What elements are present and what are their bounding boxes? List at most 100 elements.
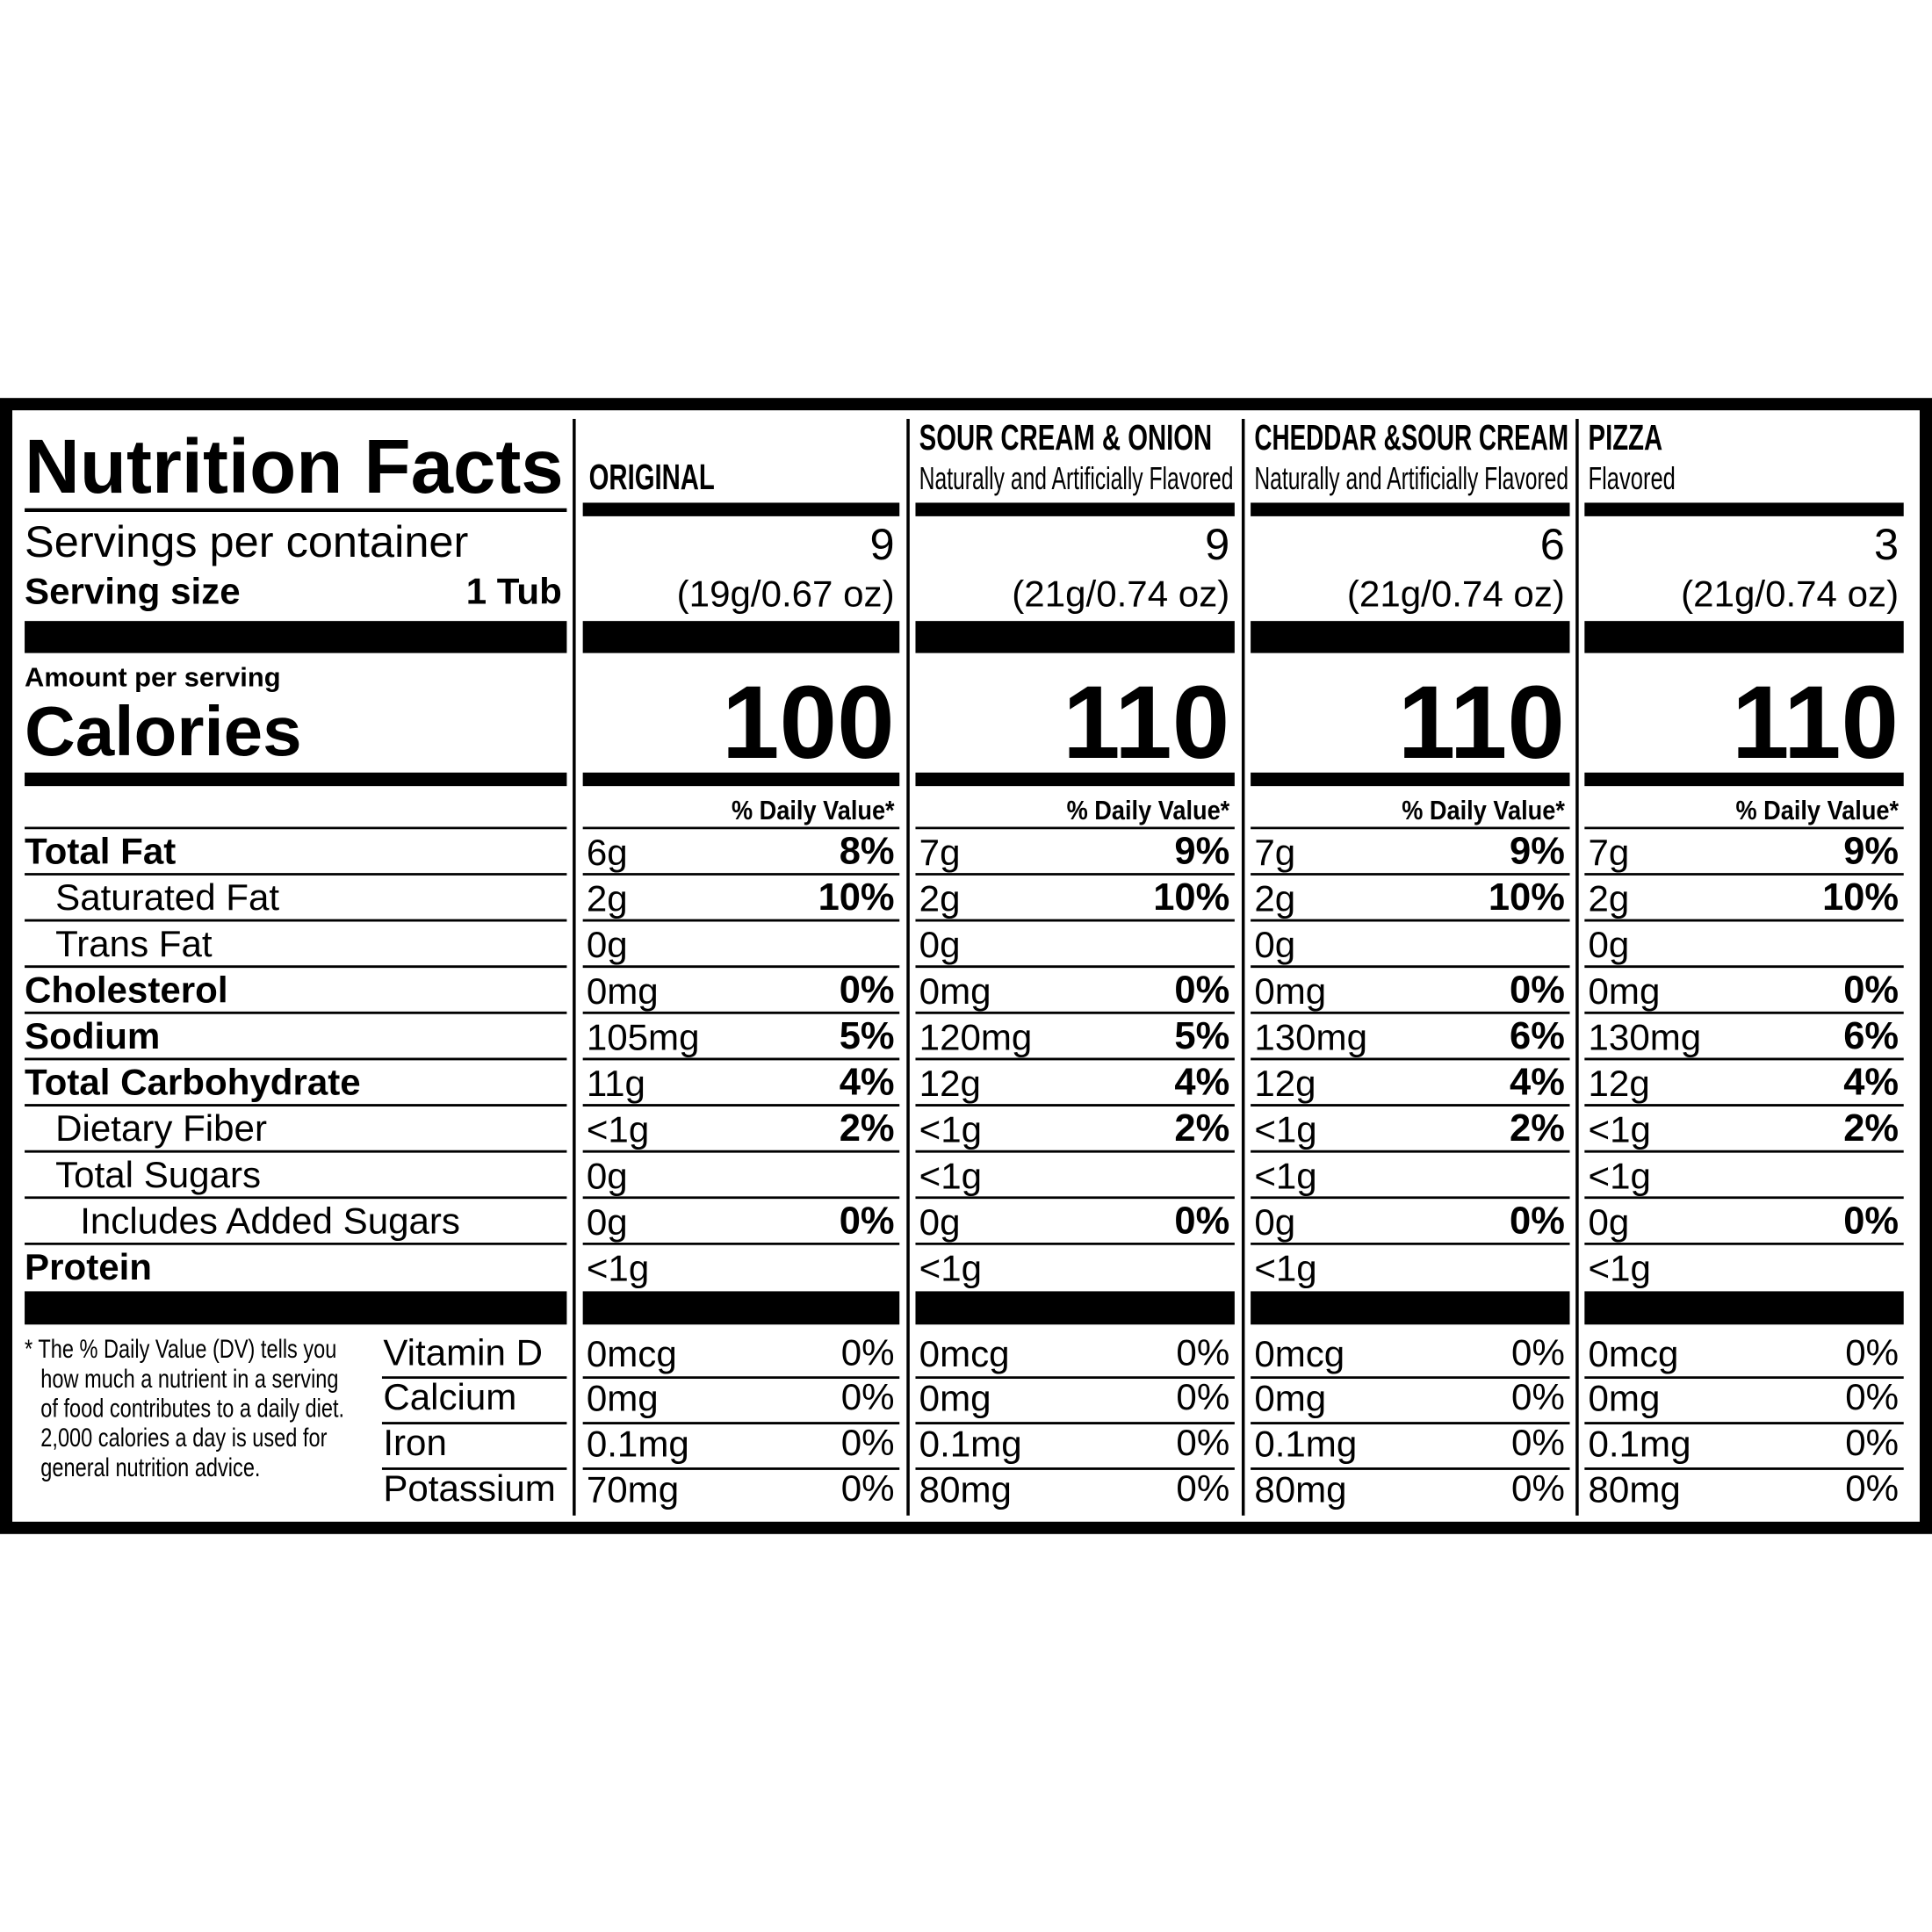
product-name: PIZZA [1589,417,1663,458]
thick-bar [582,1291,900,1325]
nutrient-amount: <1g [1254,1109,1316,1150]
nutrient-amount: 7g [919,832,961,873]
nutrient-name: Total Fat [25,831,176,872]
medium-bar [1584,772,1904,787]
nutrient-amount: 11g [587,1063,645,1104]
nutrient-amount: 0mg [919,970,991,1012]
product-name: SOUR CREAM & ONION [919,417,1213,458]
nutrient-dv: 6% [1510,1015,1565,1057]
vitamin-dv: 0% [1511,1422,1565,1463]
thick-bar [25,621,567,653]
nutrient-dv: 10% [1489,876,1565,919]
dv-header: % Daily Value* [1067,795,1230,825]
nutrient-amount: 130mg [1589,1016,1702,1057]
nutrient-dv: 4% [840,1062,895,1104]
nutrient-amount: 0g [1254,924,1295,965]
product-subtitle: Naturally and Artificially Flavored [919,460,1234,496]
nutrient-amount: 2g [1589,878,1630,919]
vitamin-amount: 0mcg [1589,1333,1679,1374]
nutrient-dv: 0% [1843,1200,1899,1242]
vitamin-dv: 0% [1511,1467,1565,1509]
vitamin-amount: 0.1mg [1254,1423,1357,1464]
nutrient-dv: 6% [1843,1015,1899,1057]
vitamin-name: Vitamin D [383,1332,543,1373]
servings-count: 9 [1205,519,1229,569]
vitamin-dv: 0% [841,1332,895,1373]
nutrient-dv: 0% [1843,969,1899,1011]
nutrient-amount: 7g [1254,832,1295,873]
dv-header: % Daily Value* [1735,795,1899,825]
vitamin-dv: 0% [1511,1332,1565,1373]
nutrient-amount: 0g [919,924,961,965]
nutrient-amount: 12g [1254,1063,1316,1104]
nutrient-dv: 2% [840,1107,895,1150]
vitamin-amount: 0mg [919,1378,991,1419]
vitamin-amount: 0.1mg [587,1423,689,1464]
vitamin-amount: 0.1mg [919,1423,1022,1464]
nutrient-amount: 12g [1589,1063,1650,1104]
vitamin-name: Iron [383,1422,447,1463]
vitamin-amount: 0.1mg [1589,1423,1691,1464]
nutrient-amount: 0g [587,924,628,965]
nutrient-dv: 4% [1174,1062,1229,1104]
nutrient-amount: 6g [587,832,628,873]
nutrient-name: Total Carbohydrate [25,1062,361,1103]
serving-size-label: Serving size [25,571,241,612]
nutrient-dv: 0% [840,1200,895,1242]
nutrient-amount: 0mg [587,970,659,1012]
footnote-line: 2,000 calories a day is used for [40,1424,327,1453]
vitamin-name: Calcium [383,1376,516,1417]
medium-bar [582,772,900,787]
vitamin-amount: 70mg [587,1468,679,1510]
vitamin-dv: 0% [1845,1467,1899,1509]
servings-label: Servings per container [25,516,468,566]
thick-bar [1584,621,1904,653]
nutrient-dv: 4% [1843,1062,1899,1104]
nutrient-name: Trans Fat [55,923,213,964]
nutrient-dv: 10% [1153,876,1229,919]
nutrient-name: Includes Added Sugars [80,1200,460,1241]
nutrient-dv: 5% [1174,1015,1229,1057]
nutrient-amount: 0g [1254,1201,1295,1243]
nutrient-dv: 2% [1510,1107,1565,1150]
vitamin-amount: 80mg [1589,1468,1681,1510]
thick-bar [915,1291,1235,1325]
nutrient-amount: 7g [1589,832,1630,873]
calories-value: 100 [722,664,895,780]
serving-size: 1 Tub [466,571,562,612]
vitamin-dv: 0% [1845,1332,1899,1373]
vitamin-amount: 0mg [1254,1378,1326,1419]
nutrient-amount: <1g [919,1155,982,1196]
medium-bar [1584,502,1904,516]
nutrient-amount: 130mg [1254,1016,1367,1057]
nutrient-amount: <1g [587,1109,649,1150]
vitamin-dv: 0% [1176,1332,1229,1373]
amount-label: Amount per serving [25,662,281,693]
nutrient-dv: 0% [1510,1200,1565,1242]
thick-bar [1251,1291,1570,1325]
servings-count: 9 [870,519,895,569]
vitamin-amount: 0mcg [587,1333,677,1374]
nutrient-amount: 2g [919,878,961,919]
medium-bar [1251,502,1570,516]
nutrient-name: Protein [25,1246,152,1287]
nutrient-dv: 8% [840,831,895,873]
vitamin-dv: 0% [1176,1376,1229,1417]
nutrient-dv: 0% [840,969,895,1011]
medium-bar [915,772,1235,787]
footnote-line: general nutrition advice. [40,1453,260,1482]
thick-bar [25,1291,567,1325]
nutrient-name: Sodium [25,1015,160,1056]
serving-weight: (19g/0.67 oz) [677,573,895,614]
nutrient-dv: 10% [1822,876,1899,919]
nutrient-dv: 10% [818,876,895,919]
calories-label: Calories [25,692,302,770]
vitamin-dv: 0% [1845,1422,1899,1463]
dv-header: % Daily Value* [732,795,895,825]
medium-bar [915,502,1235,516]
calories-value: 110 [1398,664,1565,780]
nutrient-dv: 0% [1174,1200,1229,1242]
nutrient-amount: 0g [587,1201,628,1243]
